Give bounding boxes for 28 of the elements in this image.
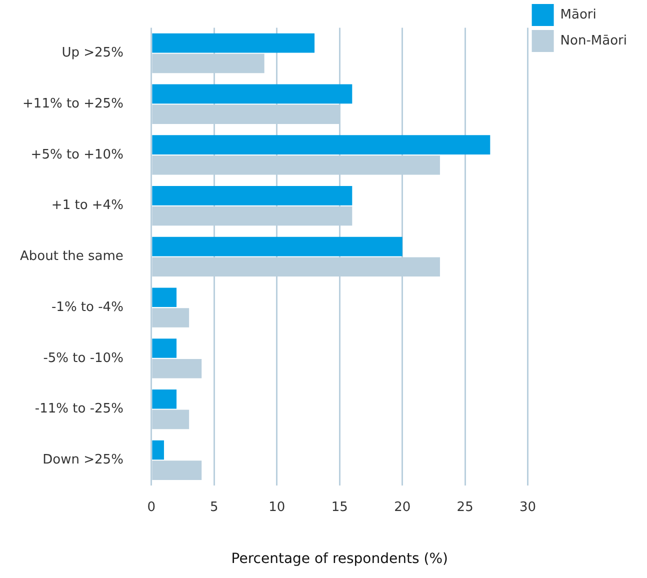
x-tick-label: 5	[210, 500, 218, 515]
y-tick-label: +11% to +25%	[22, 96, 124, 112]
x-tick-label: 15	[331, 500, 348, 515]
bar	[152, 338, 177, 358]
bar	[152, 440, 164, 460]
legend-label: Māori	[560, 7, 596, 22]
bar	[152, 236, 402, 256]
y-tick-label: +1 to +4%	[51, 198, 124, 214]
y-tick-label: -11% to -25%	[34, 402, 124, 417]
y-tick-label: -1% to -4%	[51, 300, 124, 315]
y-tick-label: +5% to +10%	[30, 147, 124, 162]
bar	[152, 84, 352, 104]
x-tick-label: 10	[268, 500, 286, 515]
x-tick-label: 0	[147, 500, 156, 515]
x-tick-label: 25	[456, 500, 474, 515]
y-tick-label: About the same	[20, 249, 124, 264]
bar	[152, 135, 490, 154]
y-tick-label: -5% to -10%	[43, 350, 124, 366]
bar	[152, 389, 177, 409]
x-tick-label: 30	[520, 500, 536, 515]
x-tick-label: 20	[394, 500, 411, 515]
bar	[152, 288, 177, 308]
bar	[152, 186, 352, 206]
y-tick-label: Down >25%	[42, 452, 124, 468]
x-axis-title: Percentage of respondents (%)	[231, 551, 448, 568]
legend-label: Non-Māori	[560, 33, 627, 48]
bar	[152, 33, 315, 53]
y-tick-label: Up >25%	[62, 46, 124, 61]
